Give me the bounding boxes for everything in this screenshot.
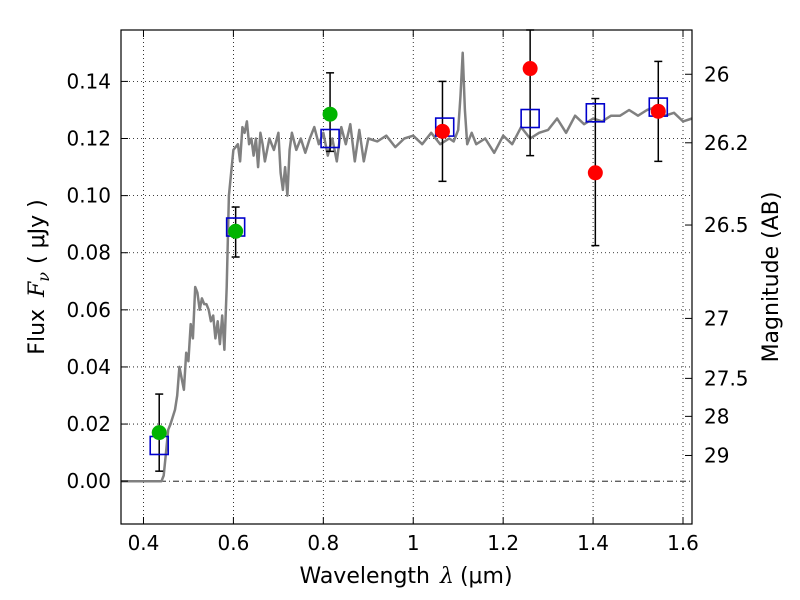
y-axis-label-unit: ( μJy ) [25,199,50,264]
y2-tick-label: 28 [704,404,729,428]
x-tick-label: 1.6 [667,531,699,555]
y-tick-label: 0.02 [66,412,111,436]
y-tick-label: 0.06 [66,298,111,322]
y2-tick-label: 26.5 [704,213,749,237]
y-tick-label: 0.08 [66,241,111,265]
plot-frame [120,29,693,525]
model-photometry-square [585,103,606,123]
y2-tick-label: 27 [704,306,729,330]
x-axis-label-unit: (μm) [460,564,513,589]
green-data-point [151,425,167,441]
errorbar-layer [149,29,669,472]
x-tick-label: 1.2 [487,531,519,555]
red-data-point [434,123,450,139]
x-axis-label: Wavelength λ (μm) [299,564,512,589]
y2-tick-label: 26 [704,62,729,86]
green-data-point [228,223,244,239]
plot-background [121,30,692,524]
y2-tick-label: 29 [704,443,729,467]
y-axis-label: Flux Fν ( μJy ) [25,199,53,354]
y-axis-label-subscript: ν [34,272,53,282]
model-photometry-square [520,108,540,129]
x-tick-label: 1 [407,531,420,555]
y-axis-label-symbol: F [25,281,50,298]
x-tick-label: 0.8 [307,531,339,555]
y-axis-label-text: Flux [25,309,50,355]
x-tick-label: 0.4 [128,531,160,555]
y-tick-label: 0.10 [66,184,111,208]
red-data-point [522,61,538,77]
x-axis-label-symbol: λ [439,564,454,589]
red-data-point [650,103,666,119]
y-tick-label: 0.12 [66,127,111,151]
x-tick-label: 1.4 [577,531,609,555]
x-axis-label-text: Wavelength [299,564,430,589]
y-tick-label: 0.00 [66,469,111,493]
x-tick-label: 0.6 [217,531,249,555]
green-data-point [322,106,338,122]
model-photometry-square [320,128,340,149]
red-data-point [587,165,603,181]
y-tick-label: 0.14 [66,69,111,93]
y-tick-label: 0.04 [66,355,111,379]
y2-tick-label: 26.2 [704,131,749,155]
y2-tick-label: 27.5 [704,366,749,390]
tick-layer: 0.4 0.6 0.8 1 1.2 1.4 1.6 0.00 0.02 0.04 0.06 0.08 0… [66,30,749,555]
data-layer [121,51,692,483]
y2-axis-label: Magnitude (AB) [759,192,784,363]
model-spectrum-line [121,51,692,483]
